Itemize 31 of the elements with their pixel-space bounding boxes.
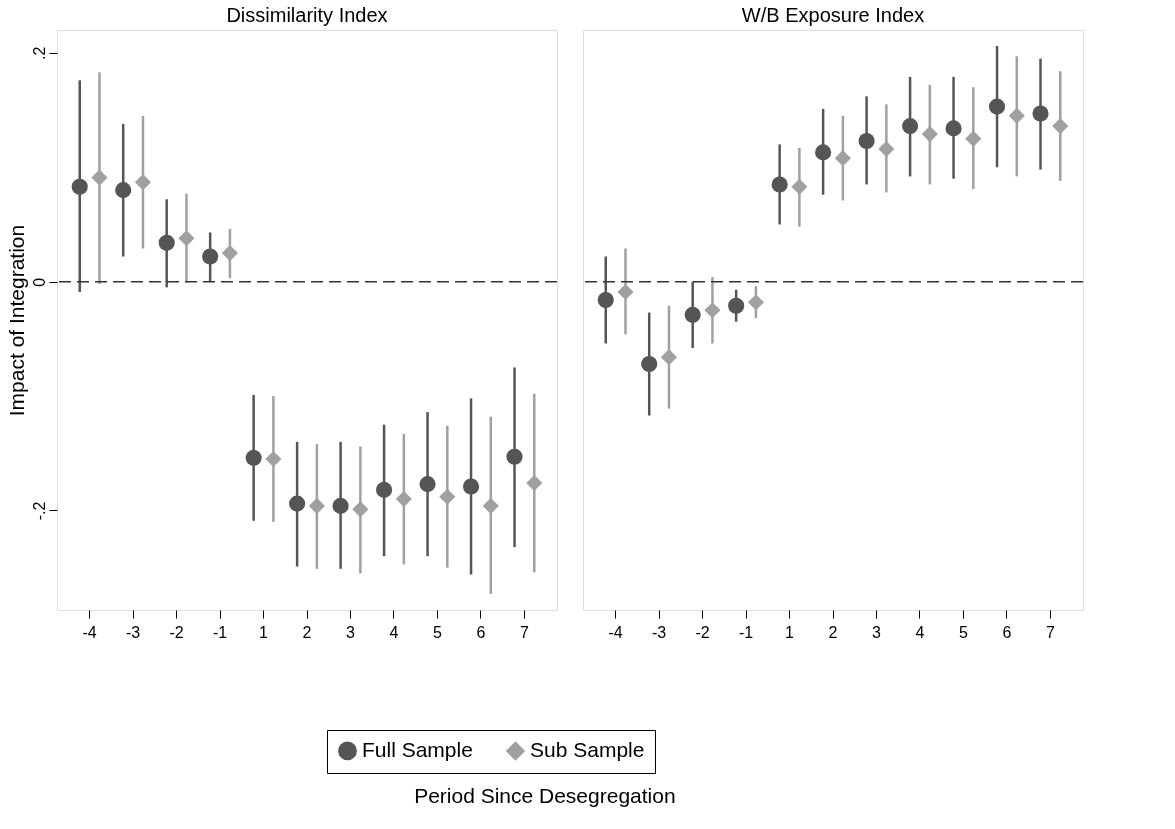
chart-title: Dissimilarity Index: [226, 4, 388, 26]
y-tick-label: .2: [30, 46, 48, 61]
x-tick-label: 3: [346, 623, 356, 641]
x-tick-label: -1: [212, 623, 228, 641]
x-tick-label: 1: [785, 623, 795, 641]
x-tick-label: 1: [259, 623, 269, 641]
x-tick-label: -2: [169, 623, 184, 641]
x-tick-label: 4: [389, 623, 399, 641]
x-tick-label: 6: [476, 623, 486, 641]
x-tick-label: 4: [915, 623, 925, 641]
x-tick-label: 7: [519, 623, 529, 641]
x-tick-label: -1: [738, 623, 754, 641]
y-axis-title: Impact of Integration: [4, 224, 28, 417]
y-tick-label: 0: [30, 277, 48, 287]
x-tick-label: -3: [125, 623, 141, 641]
x-tick-label: 7: [1045, 623, 1055, 641]
x-tick-label: 3: [872, 623, 882, 641]
x-tick-label: -4: [608, 623, 623, 641]
legend-label: Full Sample: [362, 737, 473, 761]
x-tick-label: 2: [302, 623, 312, 641]
x-tick-label: 5: [958, 623, 968, 641]
x-axis-title: Period Since Desegregation: [414, 783, 676, 807]
legend-label: Sub Sample: [530, 737, 645, 761]
x-tick-label: -4: [82, 623, 97, 641]
y-tick-label: -.2: [30, 501, 48, 521]
x-tick-label: -2: [695, 623, 710, 641]
x-tick-label: 6: [1002, 623, 1012, 641]
x-tick-label: -3: [651, 623, 667, 641]
x-tick-label: 2: [828, 623, 838, 641]
chart-title: W/B Exposure Index: [741, 4, 925, 26]
x-tick-label: 5: [432, 623, 442, 641]
